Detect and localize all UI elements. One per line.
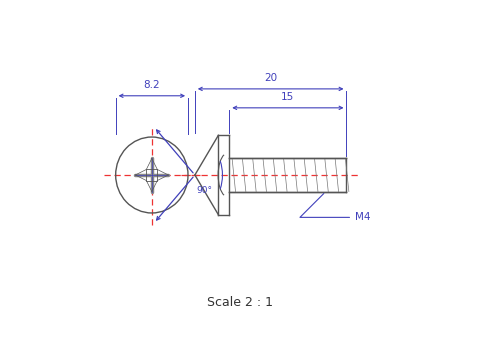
Text: 90°: 90° [196,186,212,195]
Text: Scale 2 : 1: Scale 2 : 1 [206,296,272,309]
Text: 15: 15 [282,92,294,102]
Text: 8.2: 8.2 [144,79,160,90]
Text: 20: 20 [264,73,277,83]
Text: M4: M4 [300,194,370,222]
